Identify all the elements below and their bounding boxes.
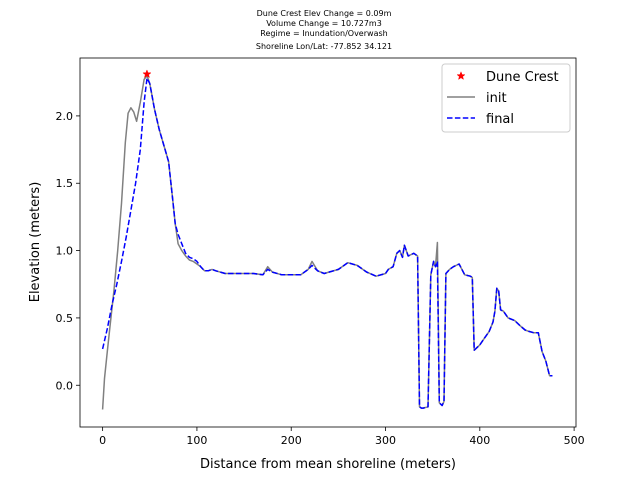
y-axis-ticks: 0.0 0.5 1.0 1.5 2.0 (56, 110, 80, 392)
legend-label-init: init (486, 91, 507, 106)
x-axis-label: Distance from mean shoreline (meters) (200, 457, 456, 472)
x-tick-label: 400 (469, 434, 490, 447)
series-layer (101, 74, 553, 410)
series-line-final (101, 77, 553, 409)
y-tick-label: 0.0 (56, 379, 74, 392)
x-axis-ticks: 0 100 200 300 400 500 (99, 427, 585, 447)
x-tick-label: 0 (99, 434, 106, 447)
legend-star-icon (456, 71, 466, 80)
plot-frame (79, 57, 577, 428)
chart-title-line-4: Shoreline Lon/Lat: -77.852 34.121 (255, 42, 393, 51)
chart-title-line-2: Volume Change = 10.727m3 (266, 19, 382, 28)
y-tick-label: 0.5 (56, 312, 74, 325)
x-tick-label: 200 (281, 434, 302, 447)
chart-title-line-3: Regime = Inundation/Overwash (260, 29, 388, 38)
x-tick-label: 500 (564, 434, 585, 447)
legend-label-final: final (486, 112, 514, 127)
y-tick-label: 1.5 (56, 177, 74, 190)
y-tick-label: 2.0 (56, 110, 74, 123)
chart-title-line-1: Dune Crest Elev Change = 0.09m (256, 9, 392, 18)
legend-dune-crest-star-icon (456, 71, 466, 80)
dune-crest-star-icon (142, 69, 152, 79)
legend-box (441, 63, 571, 133)
legend: Dune Crest init final (441, 63, 571, 133)
y-tick-label: 1.0 (56, 245, 74, 258)
legend-label-dune-crest: Dune Crest (486, 70, 559, 85)
marker-layer (142, 69, 152, 79)
x-tick-label: 300 (375, 434, 396, 447)
x-tick-label: 100 (186, 434, 207, 447)
y-axis-label: Elevation (meters) (28, 182, 43, 303)
